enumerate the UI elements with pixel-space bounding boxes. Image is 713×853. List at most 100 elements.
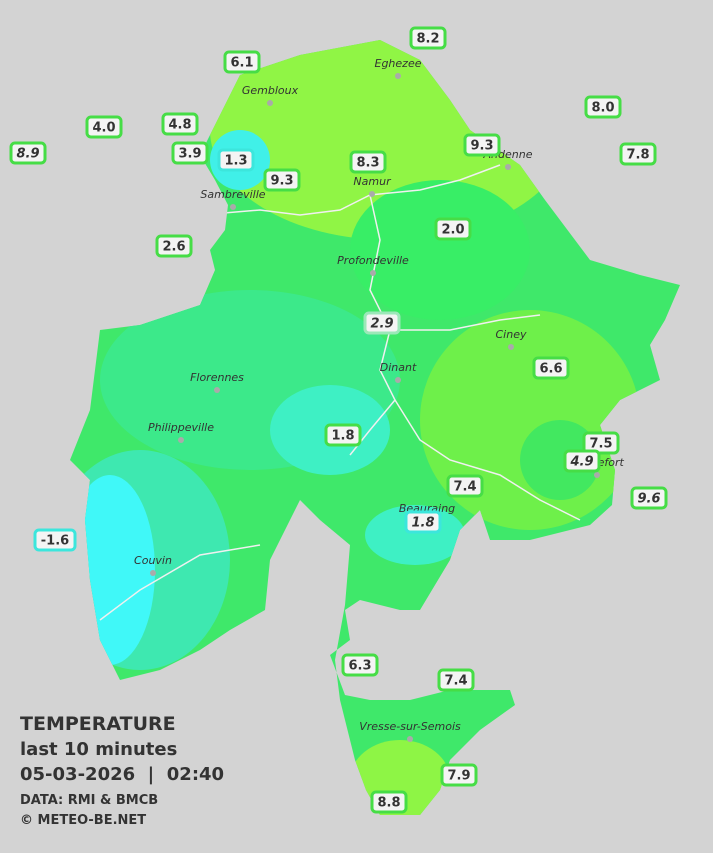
station: 1.8 (404, 510, 442, 534)
station: 2.9 (363, 311, 401, 335)
station-box (9, 141, 47, 165)
station: 8.9 (9, 141, 47, 165)
station-box (532, 356, 570, 380)
station-box (619, 142, 657, 166)
station-value: 4.8 (168, 118, 191, 133)
station-value: 1.8 (331, 429, 354, 444)
station-value: 7.9 (447, 769, 470, 784)
station-box (324, 423, 362, 447)
station: 2.0 (434, 217, 472, 241)
station-box (217, 148, 255, 172)
station-box (223, 50, 261, 74)
station-value: 7.4 (444, 674, 467, 689)
station-box (582, 431, 620, 455)
station-box (341, 653, 379, 677)
city-labels: EghezeeGemblouxAndenneNamurSambrevillePr… (134, 57, 624, 742)
station-value: 9.3 (470, 139, 493, 154)
station-value: 4.9 (569, 455, 593, 470)
station: -1.6 (33, 528, 77, 552)
city-dot (395, 377, 401, 383)
city-dot (369, 191, 375, 197)
legend-copyright: © METEO-BE.NET (20, 813, 146, 828)
station-value: 2.0 (441, 223, 464, 238)
station-value: 3.9 (178, 147, 201, 162)
station: 7.8 (619, 142, 657, 166)
station-value: 9.6 (637, 492, 660, 507)
station-value: 1.8 (411, 516, 434, 531)
station-box (161, 112, 199, 136)
city-label: Eghezee (375, 57, 422, 70)
city-label: Dinant (380, 361, 417, 374)
city-dot (508, 344, 514, 350)
legend-datetime: 05-03-2026 | 02:40 (20, 764, 224, 785)
station-box (434, 217, 472, 241)
station: 7.9 (440, 763, 478, 787)
station-box (370, 790, 408, 814)
station-value: 8.8 (377, 796, 400, 811)
station-value: 1.3 (224, 154, 247, 169)
station-box (155, 234, 193, 258)
city-label: Philippeville (148, 421, 214, 434)
station-value: 4.0 (92, 121, 115, 136)
station: 1.3 (217, 148, 255, 172)
city-dot (178, 437, 184, 443)
station: 9.3 (463, 133, 501, 157)
station-value: 8.9 (16, 147, 39, 162)
station: 7.4 (446, 474, 484, 498)
station-box (563, 449, 601, 473)
station-box (349, 150, 387, 174)
legend-subtitle: last 10 minutes (20, 739, 177, 760)
station: 6.1 (223, 50, 261, 74)
legend: TEMPERATURE last 10 minutes 05-03-2026 |… (20, 713, 224, 828)
station-value: 6.1 (230, 56, 253, 71)
station-box (440, 763, 478, 787)
station-box (404, 510, 442, 534)
station-value: 9.3 (270, 174, 293, 189)
station-value: 8.0 (591, 101, 614, 116)
legend-source: DATA: RMI & BMCB (20, 793, 158, 808)
station-values: 6.1 8.2 4.0 4.8 8.9 3.9 1.3 9.3 8.3 9.3 8.0 7.8 2.6 2… (9, 26, 668, 814)
station-value: 8.2 (416, 32, 439, 47)
station: 9.6 (630, 486, 668, 510)
city-label: Profondeville (337, 254, 409, 267)
city-label: Gembloux (242, 84, 299, 97)
city-dot (407, 736, 413, 742)
station-box (171, 141, 209, 165)
city-label: Namur (353, 175, 392, 188)
station: 4.0 (85, 115, 123, 139)
station: 8.2 (409, 26, 447, 50)
station: 2.6 (155, 234, 193, 258)
station: 8.8 (370, 790, 408, 814)
station: 6.3 (341, 653, 379, 677)
legend-title: TEMPERATURE (20, 713, 176, 735)
station-box (437, 668, 475, 692)
station: 4.8 (161, 112, 199, 136)
station-box (630, 486, 668, 510)
station-box (584, 95, 622, 119)
station: 3.9 (171, 141, 209, 165)
city-label: Sambreville (200, 188, 265, 201)
station: 7.4 (437, 668, 475, 692)
station: 1.8 (324, 423, 362, 447)
station-value: 7.8 (626, 148, 649, 163)
station-box (409, 26, 447, 50)
city-label: Ciney (496, 328, 527, 341)
city-label: Vresse-sur-Semois (359, 720, 461, 733)
city-dot (230, 204, 236, 210)
station-box (446, 474, 484, 498)
station-value: 2.6 (162, 240, 185, 255)
station-value: -1.6 (41, 534, 69, 549)
station-box (463, 133, 501, 157)
station-value: 7.5 (589, 437, 612, 452)
station-box (263, 168, 301, 192)
station-box (363, 311, 401, 335)
city-dot (370, 270, 376, 276)
city-dot (505, 164, 511, 170)
station-value: 6.6 (539, 362, 562, 377)
city-label: Florennes (190, 371, 244, 384)
station-value: 6.3 (348, 659, 371, 674)
station-value: 2.9 (370, 317, 393, 332)
station-value: 7.4 (453, 480, 476, 495)
city-dot (395, 73, 401, 79)
